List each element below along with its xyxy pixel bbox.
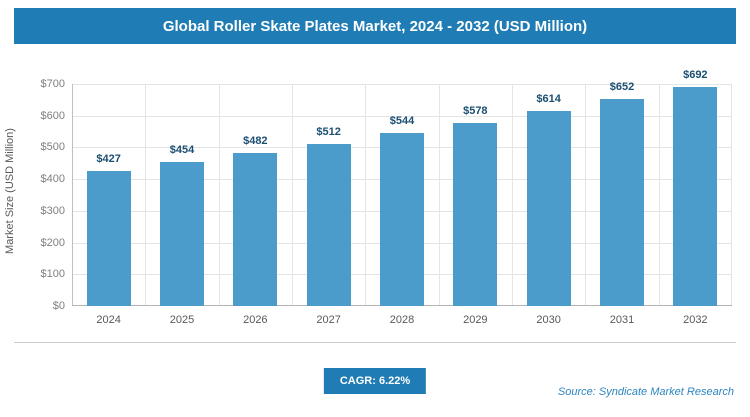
y-axis-line bbox=[72, 84, 73, 306]
x-tick-label: 2028 bbox=[389, 314, 415, 326]
bar bbox=[160, 162, 204, 306]
y-axis-title: Market Size (USD Million) bbox=[4, 128, 16, 254]
x-tick-label: 2029 bbox=[463, 314, 488, 326]
bar bbox=[86, 170, 131, 306]
plot-area: $0 $100 $200 $300 $400 $500 $600 $700 $427 2024 $4… bbox=[41, 69, 732, 326]
gridline-v bbox=[145, 84, 147, 306]
x-tick-label: 2032 bbox=[683, 314, 708, 326]
bar bbox=[233, 153, 278, 306]
gridline-h bbox=[72, 84, 732, 85]
y-tick-label: $200 bbox=[40, 236, 65, 249]
bar-value-label: $692 bbox=[683, 68, 708, 81]
bar bbox=[600, 99, 644, 306]
gridline-v bbox=[585, 84, 587, 306]
bar-value-label: $614 bbox=[536, 93, 561, 106]
y-tick-label: $700 bbox=[40, 78, 65, 90]
x-tick-label: 2030 bbox=[536, 314, 561, 326]
y-tick-label: $600 bbox=[40, 109, 65, 122]
y-tick-label: $400 bbox=[40, 173, 65, 186]
source-text: Source: Syndicate Market Research bbox=[557, 386, 734, 398]
bar bbox=[380, 133, 424, 306]
bar bbox=[526, 111, 571, 306]
bar-value-label: $454 bbox=[169, 144, 195, 157]
y-tick-label: $300 bbox=[40, 204, 65, 217]
bar-value-label: $652 bbox=[609, 81, 635, 94]
x-tick-label: 2027 bbox=[316, 314, 341, 326]
gridline-v bbox=[731, 84, 732, 306]
cagr-badge: CAGR: 6.22% bbox=[323, 368, 427, 394]
chart-title-bar: Global Roller Skate Plates Market, 2024 … bbox=[14, 8, 736, 44]
bar-value-label: $512 bbox=[316, 125, 341, 138]
gridline-v bbox=[218, 84, 220, 306]
y-tick-label: $0 bbox=[52, 300, 65, 312]
gridline-v bbox=[512, 84, 513, 306]
chart-title: Global Roller Skate Plates Market, 2024 … bbox=[162, 17, 588, 35]
bar bbox=[453, 122, 498, 306]
bar bbox=[306, 143, 351, 306]
gridline-v bbox=[438, 84, 440, 306]
footer-divider bbox=[14, 342, 736, 343]
bar-value-label: $482 bbox=[243, 135, 268, 148]
bar-value-label: $578 bbox=[463, 104, 488, 117]
gridline-v bbox=[658, 84, 660, 306]
x-tick-label: 2026 bbox=[243, 314, 268, 326]
x-tick-label: 2025 bbox=[169, 314, 195, 326]
bar-value-label: $544 bbox=[389, 115, 415, 128]
bar-value-label: $427 bbox=[96, 152, 121, 165]
x-tick-label: 2024 bbox=[96, 314, 121, 326]
gridline-v bbox=[365, 84, 367, 306]
y-tick-label: $500 bbox=[40, 141, 65, 154]
gridline-h bbox=[72, 115, 732, 117]
gridline-v bbox=[292, 84, 293, 306]
x-tick-label: 2031 bbox=[609, 314, 635, 326]
y-tick-label: $100 bbox=[40, 268, 65, 281]
bar bbox=[673, 86, 718, 306]
